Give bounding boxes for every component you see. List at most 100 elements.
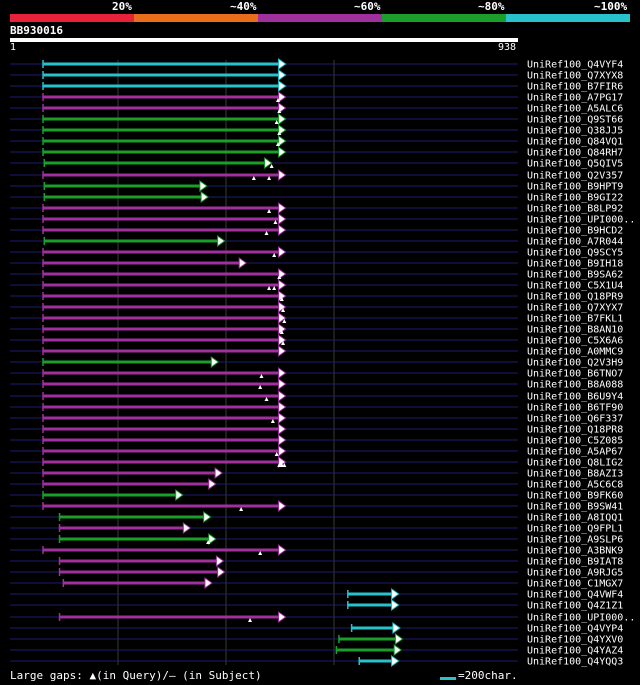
hit-bar (43, 73, 280, 77)
hit-bar (43, 327, 280, 331)
hit-bar (43, 173, 280, 177)
query-gap-marker (282, 319, 287, 323)
hit-label: UniRef100_Q9FPL1 (527, 524, 623, 535)
hit-bar (43, 272, 280, 276)
hit-bar (59, 559, 218, 563)
hit-arrowhead (208, 533, 217, 545)
hit-bar (59, 537, 210, 541)
hit-arrowhead (175, 489, 184, 501)
hit-label: UniRef100_Q7XYX7 (527, 303, 623, 314)
legend-label-60: ~60% (354, 0, 381, 13)
hit-bar (359, 659, 393, 663)
query-gap-marker (275, 98, 280, 102)
hit-arrowhead (278, 102, 287, 114)
hit-arrowhead (278, 367, 287, 379)
query-start: 1 (10, 42, 17, 53)
hit-label: UniRef100_Q2V3H9 (527, 358, 623, 369)
hit-arrowhead (264, 157, 273, 169)
hit-arrowhead (278, 113, 287, 125)
hit-label: UniRef100_B9HPT9 (527, 182, 623, 193)
hit-arrowhead (278, 279, 287, 291)
hit-bar (43, 338, 280, 342)
legend-label-80: ~80% (478, 0, 505, 13)
hit-bar (43, 460, 280, 464)
query-gap-marker (267, 176, 272, 180)
hit-arrowhead (278, 500, 287, 512)
hit-arrowhead (278, 401, 287, 413)
hit-arrowhead (278, 301, 287, 313)
hit-label: UniRef100_Q18PR8 (527, 425, 623, 436)
query-gap-marker (206, 540, 211, 544)
hit-arrowhead (278, 224, 287, 236)
hit-arrowhead (278, 69, 287, 81)
hit-bar (43, 482, 210, 486)
hit-arrowhead (278, 390, 287, 402)
hit-bar (63, 581, 206, 585)
hit-arrowhead (278, 202, 287, 214)
hit-arrowhead (278, 135, 287, 147)
hit-arrowhead (278, 378, 287, 390)
hit-arrowhead (394, 633, 404, 645)
hit-arrowhead (200, 191, 209, 203)
hit-label: UniRef100_B9IAT8 (527, 557, 623, 568)
hit-bar (43, 228, 280, 232)
hit-label: UniRef100_C1MGX7 (527, 579, 623, 590)
hit-arrowhead (217, 235, 226, 247)
legend-bar-20 (10, 14, 134, 22)
hit-arrowhead (199, 180, 208, 192)
query-gap-marker (277, 463, 282, 467)
hit-label: UniRef100_B8LP92 (527, 204, 623, 215)
hit-bar (43, 62, 280, 66)
legend-bar-40 (134, 14, 258, 22)
hit-arrowhead (278, 611, 287, 623)
hit-label: UniRef100_Q84RH7 (527, 148, 623, 159)
hit-label: UniRef100_A7PG17 (527, 93, 623, 104)
query-gap-marker (272, 253, 277, 257)
hit-label: UniRef100_B7FIR6 (527, 82, 623, 93)
query-gap-marker (267, 286, 272, 290)
query-gap-marker (279, 463, 284, 467)
query-gap-marker (264, 397, 269, 401)
hit-arrowhead (278, 169, 287, 181)
hit-bar (43, 349, 280, 353)
hit-label: UniRef100_B8A088 (527, 380, 623, 391)
hit-bar (43, 405, 280, 409)
hit-arrowhead (391, 588, 400, 600)
hit-arrowhead (278, 91, 287, 103)
hit-label: UniRef100_C5Z085 (527, 436, 623, 447)
hit-arrowhead (278, 445, 287, 457)
hit-label: UniRef100_UPI000.. (527, 215, 635, 226)
query-gap-marker (274, 452, 279, 456)
query-gap-marker (281, 341, 286, 345)
hit-bar (43, 95, 280, 99)
query-gap-marker (269, 164, 274, 168)
hit-label: UniRef100_B6TF90 (527, 403, 623, 414)
hit-bar (43, 493, 177, 497)
hit-bar (43, 394, 280, 398)
hit-bar (43, 316, 280, 320)
hit-label: UniRef100_Q18PR9 (527, 292, 623, 303)
hit-arrowhead (278, 412, 287, 424)
hit-bar (43, 84, 280, 88)
hit-bar (59, 526, 185, 530)
hit-bar (347, 592, 393, 596)
hit-label: UniRef100_A8IQQ1 (527, 513, 623, 524)
hit-arrowhead (214, 467, 223, 479)
hit-label: UniRef100_A0MMC9 (527, 347, 623, 358)
hit-bar (43, 106, 280, 110)
hit-label: UniRef100_Q4YQQ3 (527, 657, 623, 668)
hit-bar (59, 615, 280, 619)
hit-label: UniRef100_A9RJG5 (527, 568, 623, 579)
gaps-legend: Large gaps: ▲(in Query)/– (in Subject) (10, 669, 262, 682)
hit-label: UniRef100_Q8LIG2 (527, 458, 623, 469)
legend-bar-80 (382, 14, 506, 22)
hit-bar (43, 150, 280, 154)
hit-bar (43, 250, 280, 254)
legend-label-100: ~100% (594, 0, 628, 13)
hit-arrowhead (278, 58, 287, 70)
query-gap-marker (279, 330, 284, 334)
query-gap-marker (275, 142, 280, 146)
hit-arrowhead (278, 146, 287, 158)
hit-label: UniRef100_A9SLP6 (527, 535, 623, 546)
